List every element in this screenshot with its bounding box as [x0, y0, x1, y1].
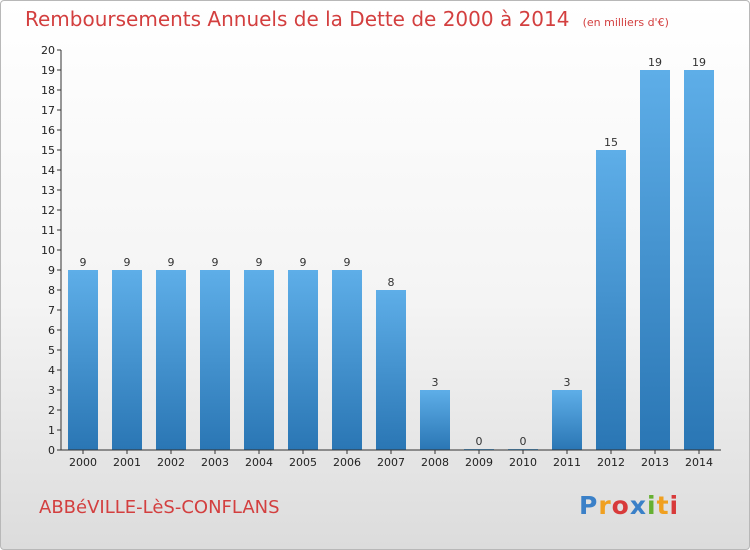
y-tick-label-14: 14	[41, 164, 55, 177]
y-tick-label-5: 5	[48, 344, 55, 357]
bar-2000	[68, 270, 98, 450]
x-tick-label-2007: 2007	[377, 456, 405, 469]
y-tick-label-12: 12	[41, 204, 55, 217]
bar-2004	[244, 270, 274, 450]
chart-title: Remboursements Annuels de la Dette de 20…	[25, 7, 570, 31]
data-label-2004: 9	[256, 256, 263, 269]
data-label-2000: 9	[80, 256, 87, 269]
data-label-2012: 15	[604, 136, 618, 149]
data-label-2001: 9	[124, 256, 131, 269]
y-tick-label-15: 15	[41, 144, 55, 157]
data-label-2008: 3	[432, 376, 439, 389]
x-tick-label-2009: 2009	[465, 456, 493, 469]
data-label-2014: 19	[692, 56, 706, 69]
y-tick-label-19: 19	[41, 64, 55, 77]
data-label-2009: 0	[476, 435, 483, 448]
data-label-2002: 9	[168, 256, 175, 269]
y-tick-label-17: 17	[41, 104, 55, 117]
y-tick-label-20: 20	[41, 44, 55, 57]
bar-2006	[332, 270, 362, 450]
x-tick-label-2013: 2013	[641, 456, 669, 469]
bars-layer: 9 9 9 9 9 9 9 8 3 0 0 3 15 19 19	[68, 56, 714, 450]
y-tick-label-6: 6	[48, 324, 55, 337]
x-tick-label-2006: 2006	[333, 456, 361, 469]
y-tick-label-16: 16	[41, 124, 55, 137]
proxiti-logo: Proxiti	[579, 491, 680, 520]
bar-2002	[156, 270, 186, 450]
x-tick-label-2011: 2011	[553, 456, 581, 469]
y-tick-label-9: 9	[48, 264, 55, 277]
bar-2007	[376, 290, 406, 450]
bar-2001	[112, 270, 142, 450]
y-tick-label-10: 10	[41, 244, 55, 257]
y-tick-label-1: 1	[48, 424, 55, 437]
x-tick-label-2005: 2005	[289, 456, 317, 469]
x-tick-label-2012: 2012	[597, 456, 625, 469]
y-tick-label-11: 11	[41, 224, 55, 237]
y-tick-label-4: 4	[48, 364, 55, 377]
x-tick-label-2002: 2002	[157, 456, 185, 469]
x-tick-label-2001: 2001	[113, 456, 141, 469]
y-tick-label-8: 8	[48, 284, 55, 297]
bar-2005	[288, 270, 318, 450]
x-tick-label-2003: 2003	[201, 456, 229, 469]
bar-2014	[684, 70, 714, 450]
y-tick-label-0: 0	[48, 444, 55, 457]
x-tick-label-2004: 2004	[245, 456, 273, 469]
y-tick-label-7: 7	[48, 304, 55, 317]
data-label-2006: 9	[344, 256, 351, 269]
x-tick-label-2000: 2000	[69, 456, 97, 469]
data-label-2007: 8	[388, 276, 395, 289]
y-tick-label-18: 18	[41, 84, 55, 97]
y-tick-label-2: 2	[48, 404, 55, 417]
chart-subtitle: (en milliers d'€)	[582, 16, 669, 29]
x-tick-label-2008: 2008	[421, 456, 449, 469]
y-tick-label-13: 13	[41, 184, 55, 197]
x-tick-label-2014: 2014	[685, 456, 713, 469]
data-label-2005: 9	[300, 256, 307, 269]
town-name: ABBéVILLE-LèS-CONFLANS	[39, 497, 280, 518]
bar-2013	[640, 70, 670, 450]
bar-2008	[420, 390, 450, 450]
x-tick-label-2010: 2010	[509, 456, 537, 469]
bar-2003	[200, 270, 230, 450]
data-label-2003: 9	[212, 256, 219, 269]
axis-layer: 2000 2001 2002 2003 2004 2005 2006 2007 2008 2009…	[41, 44, 721, 469]
bar-2011	[552, 390, 582, 450]
data-label-2011: 3	[564, 376, 571, 389]
y-tick-label-3: 3	[48, 384, 55, 397]
data-label-2013: 19	[648, 56, 662, 69]
title-row: Remboursements Annuels de la Dette de 20…	[25, 7, 669, 31]
bar-2012	[596, 150, 626, 450]
data-label-2010: 0	[520, 435, 527, 448]
